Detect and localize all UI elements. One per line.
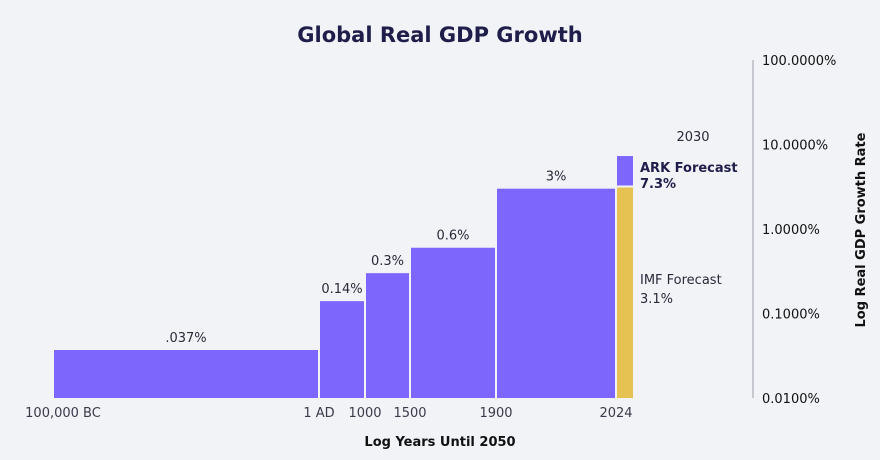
bar-period-5 — [497, 188, 615, 398]
bar-ark-forecast — [617, 156, 633, 186]
x-tick-label-3: 1000 — [348, 406, 381, 421]
ark-forecast-name: ARK Forecast — [640, 161, 738, 176]
y-ticks-group: 100.0000% 10.0000% 1.0000% 0.1000% 0.0100% — [762, 54, 836, 407]
x-tick-label-4: 1500 — [393, 406, 426, 421]
ark-forecast-value: 7.3% — [640, 177, 676, 192]
y-tick-label-3: 1.0000% — [762, 223, 820, 238]
imf-forecast-name: IMF Forecast — [640, 273, 722, 288]
imf-forecast-value: 3.1% — [640, 292, 673, 307]
bar-label-period-2: 0.14% — [321, 282, 362, 297]
x-tick-label-6: 2024 — [599, 406, 632, 421]
y-tick-label-4: 0.1000% — [762, 308, 820, 323]
bar-period-2 — [320, 301, 364, 398]
bar-label-period-5: 3% — [546, 170, 567, 185]
bars-group — [54, 156, 633, 398]
x-tick-label-2: 1 AD — [303, 406, 334, 421]
x-tick-label-1: 100,000 BC — [25, 406, 101, 421]
x-ticks-group: 100,000 BC 1 AD 1000 1500 1900 2024 — [25, 406, 632, 421]
x-tick-label-5: 1900 — [479, 406, 512, 421]
y-tick-label-2: 10.0000% — [762, 139, 828, 154]
y-tick-label-1: 100.0000% — [762, 54, 836, 69]
x-axis-title: Log Years Until 2050 — [364, 435, 515, 450]
bar-imf-forecast — [617, 187, 633, 398]
bar-label-period-1: .037% — [165, 331, 206, 346]
bar-label-period-3: 0.3% — [371, 254, 404, 269]
chart-title: Global Real GDP Growth — [297, 23, 582, 47]
forecast-year-label: 2030 — [676, 130, 709, 145]
y-axis-title: Log Real GDP Growth Rate — [854, 132, 869, 327]
y-tick-label-5: 0.0100% — [762, 392, 820, 407]
bar-label-period-4: 0.6% — [436, 229, 469, 244]
bar-labels-group: .037% 0.14% 0.3% 0.6% 3% — [165, 170, 566, 346]
bar-period-1 — [54, 349, 318, 398]
bar-period-4 — [411, 247, 495, 398]
bar-period-3 — [366, 273, 409, 398]
